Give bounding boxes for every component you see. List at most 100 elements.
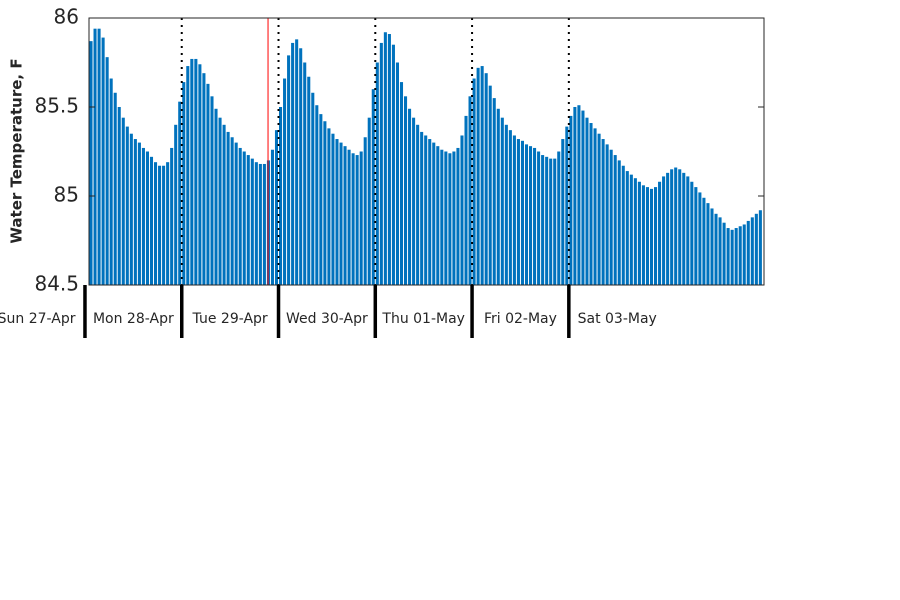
bar (488, 85, 492, 285)
bar (347, 149, 351, 285)
bar (754, 213, 758, 285)
bar (311, 92, 315, 285)
bar (452, 151, 456, 285)
bar (283, 78, 287, 285)
bar (464, 115, 468, 285)
bar (589, 123, 593, 285)
bar (496, 108, 500, 285)
bar (307, 76, 311, 285)
bar (730, 229, 734, 285)
bar (234, 142, 238, 285)
bar (682, 172, 686, 285)
bar (686, 176, 690, 285)
x-day-label: Tue 29-Apr (192, 311, 268, 327)
bar (331, 133, 335, 285)
bar (448, 153, 452, 285)
bar (359, 151, 363, 285)
x-day-label: Mon 28-Apr (93, 311, 174, 327)
bar (625, 171, 629, 285)
bar (145, 151, 149, 285)
bar (641, 185, 645, 285)
bar (533, 147, 537, 285)
bar (440, 149, 444, 285)
bar (158, 165, 162, 285)
bar (605, 144, 609, 285)
bar (295, 39, 299, 285)
bar (516, 139, 520, 285)
x-day-label: Fri 02-May (484, 311, 557, 327)
bar (529, 146, 533, 285)
bar (710, 208, 714, 285)
bar (129, 133, 133, 285)
bar (327, 128, 331, 285)
bar (674, 167, 678, 285)
bar (262, 163, 266, 285)
bar (549, 158, 553, 285)
bar (508, 130, 512, 285)
plot-area (89, 18, 762, 285)
bar (375, 62, 379, 285)
bar (645, 187, 649, 285)
y-tick-label: 86 (54, 5, 79, 29)
bar (512, 135, 516, 285)
bar (424, 135, 428, 285)
bar (609, 149, 613, 285)
bar (206, 83, 210, 285)
bar (105, 57, 109, 285)
bar (690, 181, 694, 285)
bar (133, 139, 137, 285)
bar (198, 64, 202, 285)
bar (468, 96, 472, 285)
bar (149, 156, 154, 285)
bar (125, 126, 129, 285)
bar (109, 78, 113, 285)
bar (258, 163, 262, 285)
bar (569, 115, 573, 285)
bar (585, 117, 589, 285)
bar (633, 178, 637, 285)
bar (291, 42, 295, 285)
bar (698, 192, 702, 285)
bar (472, 78, 476, 285)
x-day-label: Thu 01-May (381, 311, 465, 327)
bar (678, 169, 682, 285)
bar (238, 147, 242, 285)
bar (734, 228, 738, 285)
bar (662, 176, 666, 285)
bar (379, 42, 383, 285)
bar (460, 135, 464, 285)
bar (89, 41, 93, 285)
bar (395, 62, 399, 285)
bar (565, 126, 569, 285)
bar (93, 28, 97, 285)
bar (351, 153, 355, 285)
bar (412, 117, 416, 285)
bar (194, 58, 198, 285)
bar (367, 117, 371, 285)
bar (202, 73, 206, 285)
bar (315, 105, 319, 285)
bar (557, 151, 561, 285)
bar (408, 108, 412, 285)
bar (355, 155, 359, 285)
bar (706, 203, 710, 285)
bar (399, 82, 404, 285)
bar (323, 121, 327, 285)
bar (444, 151, 448, 285)
bar (226, 131, 230, 285)
bar (170, 147, 174, 285)
bar (500, 117, 504, 285)
bar (250, 158, 254, 285)
bar (484, 73, 488, 285)
bar (436, 146, 440, 285)
bar (113, 92, 117, 285)
bar (553, 158, 557, 285)
bar (722, 222, 726, 285)
bar (97, 28, 101, 285)
bar (137, 142, 141, 285)
axes-box (88, 17, 765, 286)
bar (581, 110, 585, 285)
bar (492, 98, 496, 285)
bar (573, 107, 577, 285)
bar (480, 66, 484, 285)
